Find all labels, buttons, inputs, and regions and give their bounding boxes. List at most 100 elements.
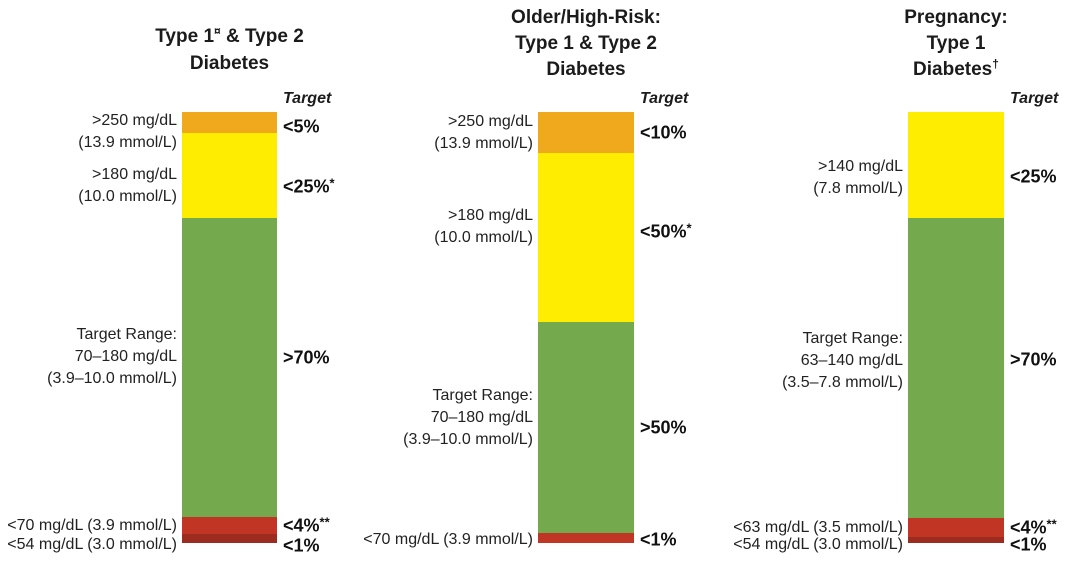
- target-label-in-range: >70%: [1010, 350, 1057, 371]
- column-title-line: Type 1: [796, 31, 1080, 57]
- target-asterisk: **: [319, 514, 330, 529]
- range-label-line: (3.9–10.0 mmol/L): [403, 430, 533, 448]
- target-label-high: <50%*: [640, 220, 692, 242]
- target-label-high: <25%: [1010, 167, 1057, 188]
- range-label-line: (13.9 mmol/L): [434, 134, 533, 152]
- target-value: >70%: [1010, 349, 1057, 370]
- range-label-line: >250 mg/dL: [448, 112, 533, 130]
- title-superscript: †: [992, 57, 999, 71]
- range-label-line: 63–140 mg/dL: [800, 352, 903, 369]
- title-text: Older/High-Risk:: [511, 7, 661, 28]
- target-column-header-pregnancy-type1: Target: [1010, 90, 1059, 107]
- range-label-in-range: Target Range: 70–180 mg/dL (3.9–10.0 mmol/…: [0, 324, 177, 390]
- column-title-type1-type2: Type 1¤ & Type 2 Diabetes: [70, 24, 390, 77]
- column-title-line: Type 1 & Type 2: [426, 31, 746, 57]
- range-label-line: <54 mg/dL (3.0 mmol/L): [7, 535, 177, 553]
- bar-segment-high: [182, 133, 277, 218]
- bar-segment-very-high: [182, 112, 277, 133]
- column-title-line: Diabetes†: [796, 57, 1080, 84]
- column-title-line: Older/High-Risk:: [426, 5, 746, 31]
- target-value: <25%: [1010, 166, 1057, 187]
- range-label-very-low: <54 mg/dL (3.0 mmol/L): [0, 534, 177, 556]
- target-value: <4%: [1010, 517, 1047, 537]
- range-label-line: Target Range:: [76, 325, 177, 343]
- bar-segment-in-range: [538, 322, 634, 533]
- range-label-high: >140 mg/dL (7.8 mmol/L): [603, 156, 903, 200]
- range-label-line: (10.0 mmol/L): [78, 187, 177, 205]
- target-label-high: <25%*: [283, 175, 335, 197]
- range-label-low: <63 mg/dL (3.5 mmol/L): [603, 517, 903, 539]
- range-label-very-high: >250 mg/dL (13.9 mmol/L): [0, 110, 177, 154]
- range-label-in-range: Target Range: 70–180 mg/dL (3.9–10.0 mmol/…: [233, 385, 533, 451]
- bar-segment-high: [908, 112, 1004, 218]
- bar-segment-very-high: [538, 112, 634, 153]
- target-asterisk: **: [1046, 516, 1057, 531]
- target-value: >50%: [640, 417, 687, 437]
- target-value: <25%: [283, 176, 330, 196]
- title-text: Diabetes: [546, 59, 626, 80]
- range-label-low: <70 mg/dL (3.9 mmol/L): [233, 529, 533, 551]
- bar-segment-very-low: [908, 537, 1004, 543]
- range-label-line: <54 mg/dL (3.0 mmol/L): [733, 536, 903, 553]
- target-asterisk: *: [686, 220, 692, 235]
- target-column-header-older-high-risk: Target: [640, 90, 689, 107]
- range-label-line: 70–180 mg/dL: [430, 408, 533, 426]
- range-label-high: >180 mg/dL (10.0 mmol/L): [0, 164, 177, 208]
- bar-segment-very-low: [182, 534, 277, 543]
- range-label-high: >180 mg/dL (10.0 mmol/L): [233, 205, 533, 249]
- target-label-low: <4%**: [283, 514, 330, 536]
- bar-segment-in-range: [908, 218, 1004, 518]
- range-label-line: >250 mg/dL: [92, 111, 177, 129]
- column-title-line: Type 1¤ & Type 2: [70, 24, 390, 51]
- stacked-bar-pregnancy-type1: [908, 112, 1004, 543]
- range-label-line: <63 mg/dL (3.5 mmol/L): [733, 518, 903, 536]
- target-column-header-type1-type2: Target: [283, 90, 332, 107]
- title-text: Diabetes: [189, 53, 270, 74]
- column-title-line: Pregnancy:: [796, 5, 1080, 31]
- target-value: <5%: [283, 116, 320, 136]
- range-label-very-low: <54 mg/dL (3.0 mmol/L): [603, 534, 903, 556]
- bar-segment-in-range: [182, 218, 277, 517]
- column-title-pregnancy-type1: Pregnancy: Type 1 Diabetes†: [796, 5, 1080, 84]
- bar-segment-low: [538, 533, 634, 543]
- target-value: <1%: [640, 529, 677, 550]
- title-text: Type 1: [155, 26, 215, 47]
- title-text: Diabetes: [913, 59, 993, 80]
- bar-segment-low: [908, 518, 1004, 537]
- bar-segment-low: [182, 517, 277, 534]
- stacked-bar-older-high-risk: [538, 112, 634, 543]
- range-label-line: >180 mg/dL: [92, 165, 177, 183]
- target-value: <1%: [1010, 534, 1047, 555]
- range-label-line: (10.0 mmol/L): [434, 228, 533, 246]
- target-label-in-range: >50%: [640, 417, 687, 438]
- range-label-line: 70–180 mg/dL: [74, 347, 177, 365]
- title-text: Type 1 & Type 2: [515, 33, 657, 54]
- range-label-low: <70 mg/dL (3.9 mmol/L): [0, 515, 177, 537]
- target-value: <50%: [640, 221, 687, 241]
- target-value: <10%: [640, 122, 687, 142]
- range-label-in-range: Target Range: 63–140 mg/dL (3.5–7.8 mmol/L…: [603, 328, 903, 394]
- range-label-line: <70 mg/dL (3.9 mmol/L): [7, 516, 177, 534]
- bar-segment-high: [538, 153, 634, 322]
- title-text: & Type 2: [220, 26, 304, 47]
- title-superscript: ¤: [214, 24, 221, 38]
- range-label-line: (3.5–7.8 mmol/L): [782, 374, 903, 391]
- target-label-very-high: <5%: [283, 116, 320, 137]
- target-asterisk: *: [329, 175, 335, 190]
- stacked-bar-type1-type2: [182, 112, 277, 543]
- range-label-line: >140 mg/dL: [818, 158, 903, 175]
- title-text: Type 1: [926, 33, 986, 54]
- column-title-line: Diabetes: [70, 51, 390, 77]
- target-label-in-range: >70%: [283, 347, 330, 368]
- range-label-line: Target Range:: [432, 386, 533, 404]
- target-label-very-low: <1%: [1010, 535, 1047, 556]
- range-label-line: (3.9–10.0 mmol/L): [47, 369, 177, 387]
- target-value: <4%: [283, 515, 320, 535]
- range-label-line: (7.8 mmol/L): [813, 180, 903, 197]
- range-label-very-high: >250 mg/dL (13.9 mmol/L): [233, 111, 533, 155]
- range-label-line: Target Range:: [802, 330, 903, 347]
- range-label-line: (13.9 mmol/L): [78, 133, 177, 151]
- column-title-older-high-risk: Older/High-Risk: Type 1 & Type 2 Diabetes: [426, 5, 746, 83]
- title-text: Pregnancy:: [904, 7, 1008, 28]
